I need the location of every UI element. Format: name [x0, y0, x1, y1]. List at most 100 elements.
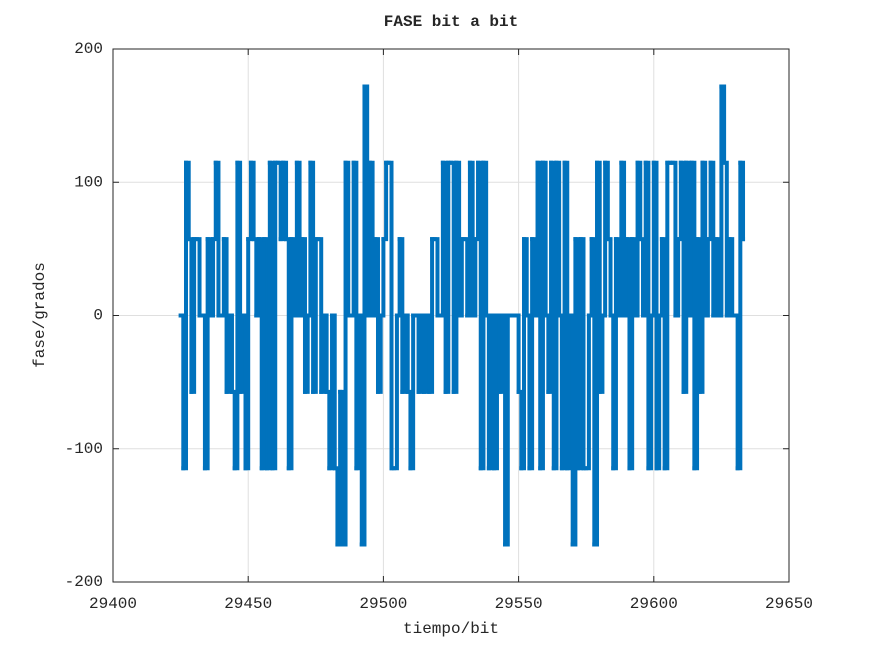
step [605, 237, 613, 318]
step [532, 160, 540, 318]
step [330, 313, 337, 471]
step [370, 237, 378, 318]
x-tick-label: 29400 [89, 595, 137, 613]
step [449, 160, 456, 394]
step [375, 313, 383, 394]
step [597, 313, 605, 394]
step [692, 237, 700, 471]
step [632, 160, 640, 318]
step [267, 160, 275, 471]
step [351, 160, 359, 471]
step [719, 84, 727, 165]
step [722, 160, 729, 318]
step [181, 160, 189, 471]
step [497, 313, 505, 394]
step [524, 313, 532, 471]
step [246, 160, 253, 242]
step [257, 237, 264, 471]
step [478, 160, 486, 471]
step [211, 160, 218, 242]
step [713, 237, 721, 318]
step [281, 160, 289, 242]
x-tick-label: 29550 [495, 595, 543, 613]
step [584, 313, 591, 471]
step [500, 313, 508, 547]
step [308, 160, 316, 394]
x-tick-label: 29600 [630, 595, 678, 613]
step [654, 313, 662, 471]
step [473, 160, 481, 242]
step [221, 237, 229, 394]
step [562, 160, 570, 471]
step [635, 160, 643, 242]
step [503, 313, 510, 547]
step [294, 160, 302, 318]
step [676, 160, 683, 242]
step [462, 237, 470, 318]
step [408, 313, 416, 471]
step [695, 237, 702, 394]
step [300, 237, 307, 394]
step [578, 237, 586, 471]
step [613, 237, 621, 318]
step [681, 160, 689, 394]
step [186, 237, 194, 394]
step [238, 313, 245, 394]
step [229, 389, 237, 471]
step [565, 313, 572, 471]
step [600, 160, 608, 318]
step [494, 313, 502, 394]
step [657, 237, 664, 318]
step [608, 313, 616, 471]
step [205, 237, 213, 318]
step [259, 237, 267, 471]
step [443, 160, 451, 394]
step [265, 160, 272, 471]
step [543, 313, 551, 394]
step [619, 160, 627, 318]
step [716, 84, 724, 318]
step [643, 160, 651, 471]
step [232, 160, 240, 471]
y-tick-label: -200 [65, 573, 103, 591]
step [254, 237, 262, 318]
x-tick-label: 29450 [224, 595, 272, 613]
step [292, 160, 299, 318]
step [354, 313, 362, 471]
step [403, 313, 410, 394]
plot [178, 84, 746, 547]
step [727, 237, 735, 318]
step [592, 160, 600, 547]
step [684, 160, 691, 318]
step [275, 160, 283, 242]
step [622, 237, 629, 318]
step [224, 313, 232, 394]
step [551, 160, 559, 471]
step [559, 160, 567, 471]
y-tick-label: 100 [74, 173, 103, 191]
step [427, 237, 435, 394]
step [394, 237, 402, 318]
step [365, 160, 372, 318]
step [616, 160, 624, 318]
step [738, 160, 746, 242]
step [270, 160, 278, 471]
step [262, 237, 270, 471]
x-axis-label: tiempo/bit [403, 620, 499, 638]
step [178, 313, 186, 471]
step [527, 237, 535, 471]
step [284, 237, 291, 471]
step [570, 237, 578, 547]
step [316, 237, 324, 394]
step [689, 160, 697, 471]
step [513, 313, 521, 394]
y-axis-label: fase/grados [31, 262, 49, 368]
step [332, 466, 340, 547]
step [467, 160, 475, 318]
step [278, 160, 286, 242]
step [662, 160, 670, 471]
step [405, 389, 413, 471]
step [586, 237, 594, 318]
